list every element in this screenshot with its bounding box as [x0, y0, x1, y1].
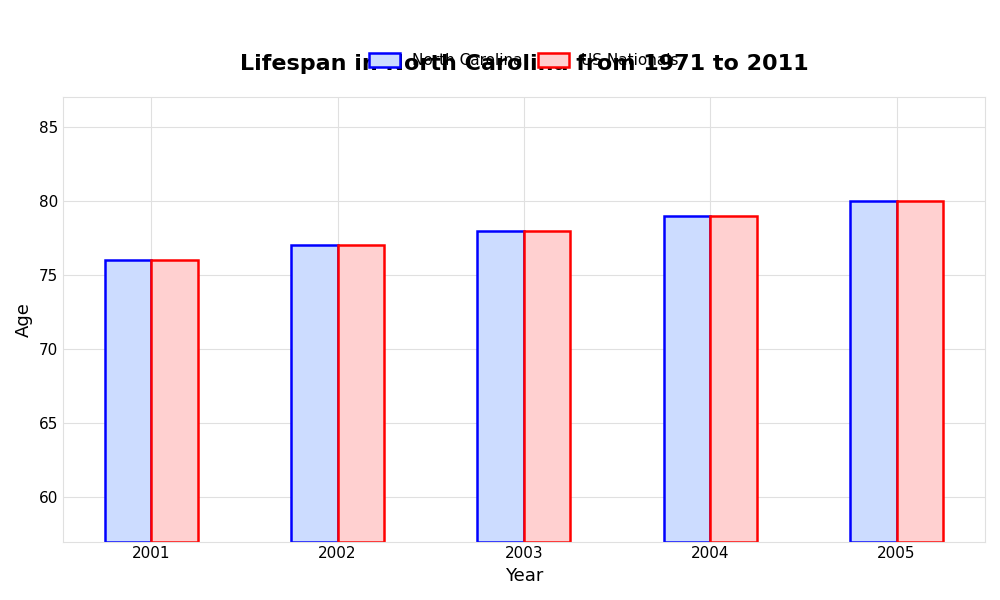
Bar [897, 201, 943, 542]
Bar [524, 230, 570, 542]
Legend: North Carolina, US Nationals: North Carolina, US Nationals [363, 47, 684, 74]
Bar [151, 260, 198, 542]
Bar [477, 230, 524, 542]
Bar [105, 260, 151, 542]
Bar [850, 201, 897, 542]
Title: Lifespan in North Carolina from 1971 to 2011: Lifespan in North Carolina from 1971 to … [240, 53, 808, 74]
Bar [710, 216, 757, 542]
Bar [291, 245, 338, 542]
Bar [664, 216, 710, 542]
X-axis label: Year: Year [505, 567, 543, 585]
Bar [338, 245, 384, 542]
Y-axis label: Age: Age [15, 302, 33, 337]
